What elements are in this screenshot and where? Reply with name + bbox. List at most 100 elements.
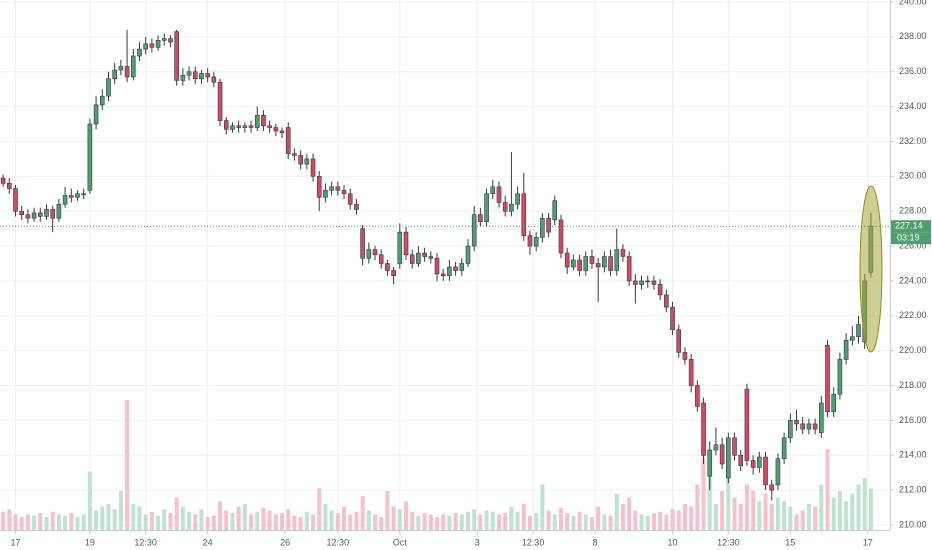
candle-body (558, 219, 564, 254)
volume-bar (757, 501, 762, 530)
candle-body (546, 217, 551, 233)
candle-body (775, 458, 781, 486)
y-tick-label: 232.00 (899, 136, 927, 146)
volume-bar (658, 511, 663, 530)
candle-body (137, 48, 142, 57)
volume-bar (1, 511, 6, 530)
volume-bar (32, 515, 37, 530)
x-tick-label: 10 (668, 537, 678, 547)
candle-body (738, 454, 744, 467)
candle-body (223, 120, 229, 130)
x-tick-label: 12:30 (134, 537, 157, 547)
candle-body (186, 71, 192, 76)
candle-body (6, 183, 12, 189)
volume-bar (292, 515, 297, 530)
volume-bar (856, 484, 861, 530)
volume-bar (534, 513, 539, 530)
volume-bar (317, 488, 322, 530)
candle-body (626, 256, 632, 282)
volume-bar (304, 511, 309, 530)
x-tick-label: 12:30 (717, 537, 740, 547)
candle-body (850, 336, 855, 341)
volume-bar (614, 493, 619, 530)
candle-body (19, 210, 24, 215)
x-tick-label: 8 (593, 537, 598, 547)
volume-bar (112, 509, 117, 530)
x-tick-label: Oct (393, 537, 408, 547)
volume-bar (465, 511, 470, 530)
candle-body (533, 237, 539, 247)
candle-body (422, 252, 427, 257)
volume-bar (360, 496, 365, 530)
candle-body (831, 393, 837, 412)
volume-bar (527, 515, 532, 530)
candle-body (230, 125, 235, 130)
candle-body (273, 127, 279, 132)
candle-body (298, 155, 303, 165)
volume-bar (620, 504, 625, 530)
volume-bar (211, 515, 216, 530)
candle-body (143, 43, 148, 50)
volume-bar (131, 504, 136, 530)
volume-bar (255, 511, 260, 530)
candle-body (478, 214, 483, 222)
candle-body (695, 385, 700, 407)
candle-body (31, 212, 37, 219)
volume-bar (224, 510, 229, 530)
volume-bar (862, 478, 867, 530)
y-tick-label: 236.00 (899, 66, 927, 76)
volume-bar (627, 497, 632, 530)
candle-body (490, 186, 496, 195)
volume-bar (558, 507, 563, 530)
volume-bar (602, 514, 607, 530)
volume-bar (682, 504, 687, 530)
candle-body (0, 177, 6, 184)
candle-body (385, 263, 390, 271)
highlight-ellipse (859, 185, 883, 353)
candles (0, 29, 874, 501)
volume-bar (50, 511, 55, 530)
candle-body (484, 193, 489, 222)
volume-bar (732, 497, 737, 530)
volume-bar (744, 484, 749, 530)
volume-bar (596, 506, 601, 530)
candle-body (806, 423, 812, 430)
volume-bar (273, 514, 278, 530)
candle-body (316, 176, 322, 198)
candle-body (639, 280, 644, 285)
volume-bar (354, 511, 359, 530)
x-tick-label: 26 (280, 537, 290, 547)
volume-bar (199, 509, 204, 530)
y-tick-label: 234.00 (899, 101, 927, 111)
volume-bar (87, 471, 92, 530)
volume-bar (25, 514, 30, 530)
candle-body (651, 280, 657, 285)
candle-body (50, 209, 55, 219)
candle-body (106, 78, 111, 97)
volume-bar (496, 514, 501, 530)
candle-body (341, 189, 347, 195)
y-tick-label: 218.00 (899, 380, 927, 390)
candle-body (360, 228, 365, 259)
candle-body (763, 456, 768, 486)
volume-bar (701, 458, 706, 530)
volume-bar (472, 509, 477, 530)
candle-body (248, 125, 254, 128)
candle-body (769, 484, 775, 491)
axes: 210.00 212.00 214.00 216.00 218.00 220.00 222.… (10, 0, 931, 547)
volume-bar (180, 506, 185, 530)
volume-bar (813, 506, 818, 530)
volume-bar (63, 515, 68, 530)
candle-body (409, 254, 415, 264)
volume-bar (651, 513, 656, 530)
candle-body (205, 73, 210, 78)
volume-bar (298, 517, 303, 530)
candle-body (509, 203, 514, 212)
candle-body (118, 66, 124, 71)
y-tick-label: 220.00 (899, 345, 927, 355)
volume-bar (137, 506, 142, 530)
volume-bar (335, 513, 340, 530)
volume-bar (484, 510, 489, 530)
